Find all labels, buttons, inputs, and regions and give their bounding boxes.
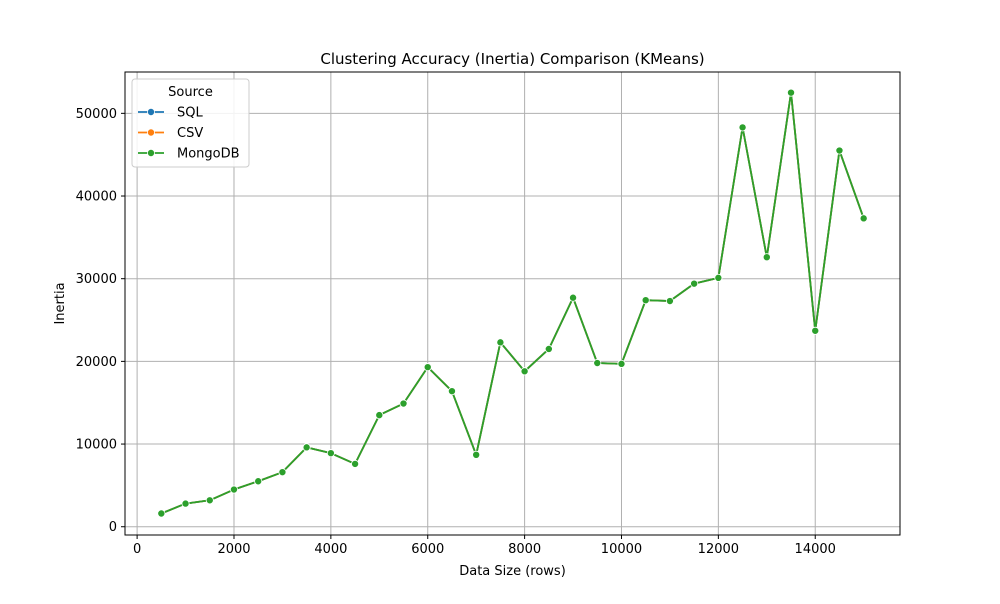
legend-box [131,78,250,168]
chart-title: Clustering Accuracy (Inertia) Comparison… [320,50,704,68]
data-point-mongodb [472,450,481,459]
series-line-mongodb [160,91,865,515]
data-point-mongodb [423,363,432,372]
y-tick-label: 40000 [76,190,117,205]
data-point-mongodb [254,477,263,486]
legend-marker-csv [146,128,155,137]
data-point-mongodb [835,146,844,155]
plot-frame [124,71,901,536]
data-point-mongodb [762,253,771,262]
data-point-mongodb [181,499,190,508]
grid-layer [125,72,900,535]
data-point-mongodb [351,459,360,468]
legend-label-sql: SQL [177,106,203,121]
data-point-mongodb [859,214,868,223]
y-tick-label: 0 [109,520,117,535]
data-point-mongodb [811,326,820,335]
data-point-mongodb [714,273,723,282]
data-point-mongodb [447,387,456,396]
x-tick-label: 2000 [217,542,250,557]
data-point-mongodb [593,359,602,368]
axis-layer: 0 2000 4000 6000 8000 10000 12000 14000 0 10000 20… [76,107,836,557]
data-point-mongodb [665,297,674,306]
x-tick-label: 6000 [411,542,444,557]
data-point-mongodb [569,293,578,302]
y-tick-label: 30000 [76,272,117,287]
data-point-mongodb [641,296,650,305]
data-point-mongodb [157,509,166,518]
legend-title: Source [168,85,213,100]
legend: Source SQL CSV MongoDB [131,78,250,168]
legend-marker-sql [146,108,155,117]
x-tick-label: 12000 [698,542,739,557]
data-point-mongodb [496,338,505,347]
data-point-mongodb [375,411,384,420]
x-tick-label: 10000 [601,542,642,557]
legend-marker-mongodb [146,148,155,157]
data-point-mongodb [544,344,553,353]
data-point-mongodb [326,449,335,458]
x-tick-label: 0 [133,542,141,557]
data-point-mongodb [278,468,287,477]
data-point-mongodb [205,496,214,505]
data-point-mongodb [229,485,238,494]
legend-entries: SQL CSV MongoDB [138,106,240,162]
y-tick-label: 10000 [76,438,117,453]
x-tick-label: 4000 [314,542,347,557]
data-point-mongodb [787,88,796,97]
y-tick-label: 50000 [76,107,117,122]
data-point-mongodb [520,367,529,376]
data-point-mongodb [690,279,699,288]
x-tick-label: 14000 [795,542,836,557]
y-axis-label: Inertia [53,282,68,324]
legend-label-mongodb: MongoDB [177,147,240,162]
x-tick-label: 8000 [508,542,541,557]
legend-label-csv: CSV [177,126,203,141]
y-tick-label: 20000 [76,355,117,370]
series-layer [157,88,868,518]
x-axis-label: Data Size (rows) [459,564,566,579]
data-point-mongodb [617,359,626,368]
data-point-mongodb [399,399,408,408]
data-point-mongodb [302,443,311,452]
data-point-mongodb [738,123,747,132]
